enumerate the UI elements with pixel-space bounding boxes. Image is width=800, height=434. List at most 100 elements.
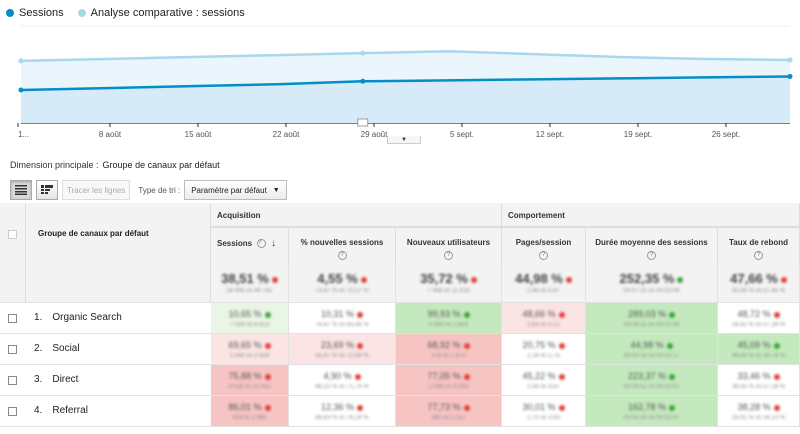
metric-cell: 77,73 % 280 vs 1 257 xyxy=(396,396,502,426)
metric-comparison: 29,42 % vs 57,39 % xyxy=(731,322,786,328)
row-checkbox[interactable] xyxy=(8,376,17,385)
metric-value: 69,65 % xyxy=(211,340,288,350)
dimension-header[interactable]: Groupe de canaux par défaut xyxy=(38,229,149,238)
metric-value: 75,88 % xyxy=(211,371,288,381)
trend-up-icon xyxy=(264,311,271,318)
metric-value: 162,78 % xyxy=(586,402,717,412)
col-header-pages-session[interactable]: Pages/session ? xyxy=(502,227,586,265)
plot-rows-button[interactable]: Tracer les lignes xyxy=(62,180,131,200)
legend-item-benchmark[interactable]: Analyse comparative : sessions xyxy=(77,7,245,19)
select-all-checkbox[interactable] xyxy=(8,230,17,239)
trend-down-icon xyxy=(463,342,470,349)
totals-cell: 4,55 % 73,47 % vs 70,27 % xyxy=(289,265,396,302)
col-header-label: Sessions xyxy=(217,239,253,248)
metric-value: 48,72 % xyxy=(718,309,799,319)
metric-value: 47,66 % xyxy=(718,271,799,286)
metric-text: 44,98 % xyxy=(515,271,563,286)
metric-comparison: 2,56 vs 4,67 xyxy=(527,384,560,390)
sessions-point xyxy=(360,78,366,84)
metric-text: 69,65 % xyxy=(228,340,262,350)
metric-text: 35,72 % xyxy=(420,271,468,286)
col-header-new-users[interactable]: Nouveaux utilisateurs ? xyxy=(396,227,502,265)
metric-cell: 4,90 % 68,23 % vs 71,74 % xyxy=(289,365,396,395)
channel-name[interactable]: Direct xyxy=(52,374,79,385)
col-header-sessions[interactable]: Sessions ? ↓ xyxy=(211,227,289,265)
table-row[interactable]: 1. Organic Search 10,65 % 7 539 vs 6 813 10,… xyxy=(0,303,800,334)
trend-down-icon xyxy=(357,342,364,349)
select-all-header xyxy=(0,203,26,303)
metric-cell: 10,31 % 74,87 % vs 83,48 % xyxy=(289,303,396,333)
dimension-value: Groupe de canaux par défaut xyxy=(102,160,220,170)
metric-cell: 30,01 % 2,75 vs 3,93 xyxy=(502,396,586,426)
metric-comparison: 3 028 vs 12 552 xyxy=(228,384,271,390)
x-tick-label: 1... xyxy=(18,130,29,139)
chart-resize-handle[interactable]: ▼ xyxy=(387,136,421,144)
help-icon[interactable]: ? xyxy=(337,251,347,260)
metric-text: 30,01 % xyxy=(522,402,556,412)
comparison-view-icon xyxy=(41,185,53,194)
metric-value: 38,51 % xyxy=(211,271,288,286)
table-row[interactable]: 2. Social 69,65 % 1 042 vs 3 434 23,69 % 55,4… xyxy=(0,334,800,365)
metric-value: 23,69 % xyxy=(289,340,395,350)
col-header-label: Durée moyenne des sessions xyxy=(595,238,708,247)
metric-text: 48,72 % xyxy=(737,309,771,319)
help-icon[interactable]: ? xyxy=(444,251,453,260)
totals-cell: 38,51 % 28 995 vs 44 761 xyxy=(211,265,289,302)
trend-down-icon xyxy=(558,404,565,411)
channel-label: 1. Organic Search xyxy=(34,312,122,323)
table-row[interactable]: 3. Direct 75,88 % 3 028 vs 12 552 4,90 % 68,2… xyxy=(0,365,800,396)
channel-name[interactable]: Organic Search xyxy=(52,312,122,323)
channel-name[interactable]: Social xyxy=(52,343,80,354)
comparison-view-button[interactable] xyxy=(36,180,58,200)
metric-comparison: 28 995 vs 44 761 xyxy=(226,288,273,294)
table-row[interactable]: 4. Referral 86,01 % 419 vs 2 995 12,36 % 66,8… xyxy=(0,396,800,427)
metric-comparison: 68,23 % vs 71,74 % xyxy=(315,384,369,390)
metric-text: 23,69 % xyxy=(320,340,355,350)
metric-value: 68,92 % xyxy=(396,340,501,350)
trend-down-icon xyxy=(558,373,565,380)
col-header-avg-duration[interactable]: Durée moyenne des sessions ? xyxy=(586,227,718,265)
acquisition-group-label: Acquisition xyxy=(217,211,261,220)
dimension-label: Dimension principale : xyxy=(10,160,99,170)
legend-item-sessions[interactable]: Sessions xyxy=(6,7,64,19)
help-icon[interactable]: ? xyxy=(257,239,267,248)
metric-text: 38,28 % xyxy=(737,402,771,412)
row-checkbox[interactable] xyxy=(8,345,17,354)
col-header-new-sessions[interactable]: % nouvelles sessions ? xyxy=(289,227,396,265)
trend-down-icon xyxy=(558,342,565,349)
col-header-bounce-rate[interactable]: Taux de rebond ? xyxy=(718,227,800,265)
metric-comparison: 2,18 vs 2,75 xyxy=(527,353,560,359)
metric-value: 12,36 % xyxy=(289,402,395,412)
channel-name[interactable]: Referral xyxy=(52,405,88,416)
row-index: 2. xyxy=(34,343,43,354)
sort-type-select[interactable]: Paramètre par défaut ▼ xyxy=(184,180,287,200)
help-icon[interactable]: ? xyxy=(754,251,763,260)
row-checkbox[interactable] xyxy=(8,407,17,416)
metric-cell: 48,72 % 29,42 % vs 57,39 % xyxy=(718,303,800,333)
metric-cell: 69,65 % 1 042 vs 3 434 xyxy=(211,334,289,364)
metric-text: 162,78 % xyxy=(627,402,667,412)
table-view-icon xyxy=(15,185,27,195)
x-tick-label: 12 sept. xyxy=(536,130,564,139)
table-view-button[interactable] xyxy=(10,180,32,200)
metric-text: 20,75 % xyxy=(522,340,556,350)
metric-value: 48,66 % xyxy=(502,309,585,319)
x-tick-label: 15 août xyxy=(185,130,212,139)
metric-comparison: 00:05:33 vs 00:02:07 xyxy=(623,415,680,421)
metric-cell: 75,88 % 3 028 vs 12 552 xyxy=(211,365,289,395)
sort-type-label: Type de tri : xyxy=(138,185,181,195)
metric-comparison: 419 vs 2 995 xyxy=(232,415,267,421)
sessions-line-chart: 1... 8 août 15 août 22 août 29 août 5 sept. 12… xyxy=(17,25,793,139)
x-tick-label: 26 sept. xyxy=(712,130,740,139)
metric-comparison: 00:08:11 vs 00:02:06 xyxy=(623,322,680,328)
x-tick-label: 8 août xyxy=(99,130,122,139)
help-icon[interactable]: ? xyxy=(647,251,656,260)
metric-comparison: 30,06 % vs 57,45 % xyxy=(731,288,786,294)
metric-comparison: 280 vs 1 257 xyxy=(431,415,466,421)
metric-value: 289,03 % xyxy=(586,309,717,319)
help-icon[interactable]: ? xyxy=(539,251,548,260)
trend-up-icon xyxy=(669,311,676,318)
totals-cell: 44,98 % 2,46 vs 4,47 xyxy=(502,265,586,302)
row-checkbox[interactable] xyxy=(8,314,17,323)
totals-row: 38,51 % 28 995 vs 44 761 4,55 % 73,47 % vs … xyxy=(0,265,800,303)
